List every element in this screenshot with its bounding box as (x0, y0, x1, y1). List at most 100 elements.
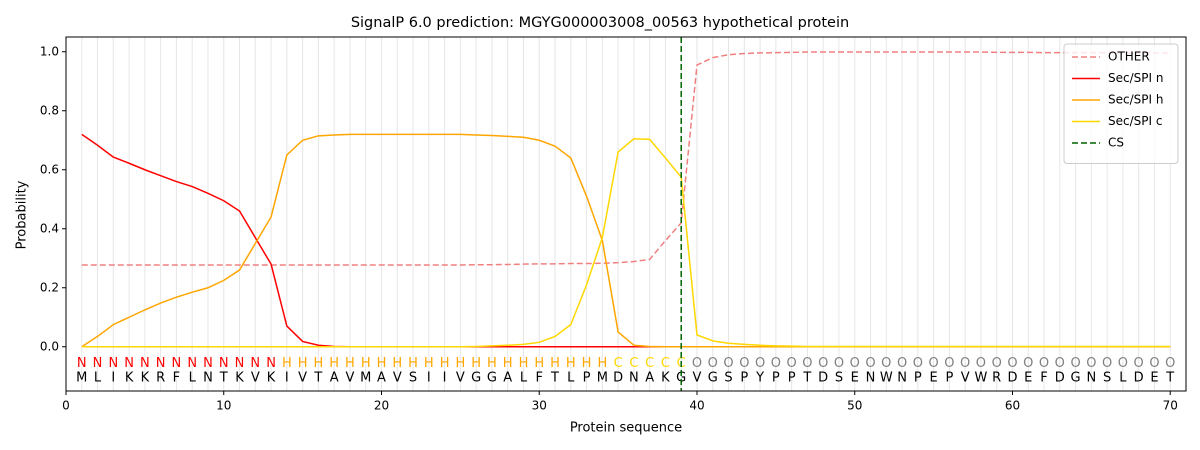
sequence-letter: S (835, 370, 843, 385)
region-label: O (1039, 356, 1049, 371)
sequence-letter: I (427, 370, 431, 385)
sequence-letter: S (724, 370, 732, 385)
sequence-letter: K (661, 370, 670, 385)
sequence-letter: T (550, 370, 559, 385)
y-tick-label: 0.8 (40, 103, 59, 117)
sequence-letter: P (945, 370, 953, 385)
region-label: H (440, 356, 450, 371)
region-label: O (1118, 356, 1128, 371)
region-label: N (266, 356, 276, 371)
region-label: N (156, 356, 166, 371)
sequence-letter: L (520, 370, 528, 385)
region-label: O (992, 356, 1002, 371)
region-label: N (140, 356, 150, 371)
region-label: O (1086, 356, 1096, 371)
sequence-letter: P (914, 370, 922, 385)
sequence-letter: F (1040, 370, 1047, 385)
sequence-letter: N (866, 370, 876, 385)
region-label: O (1023, 356, 1033, 371)
plot-frame (65, 36, 1187, 392)
series-line (81, 138, 1171, 348)
region-label: H (282, 356, 292, 371)
region-label: H (471, 356, 481, 371)
sequence-letter: N (897, 370, 907, 385)
sequence-letter: E (929, 370, 937, 385)
sequence-letter: W (974, 370, 987, 385)
sequence-letter: K (125, 370, 134, 385)
region-label: O (1070, 356, 1080, 371)
region-label: H (298, 356, 308, 371)
sequence-letter: G (471, 370, 481, 385)
region-label: O (739, 356, 749, 371)
region-label: H (314, 356, 324, 371)
region-label: C (629, 356, 638, 371)
sequence-letter: D (1007, 370, 1017, 385)
legend-label: Sec/SPI n (1108, 71, 1163, 85)
region-label: N (77, 356, 87, 371)
sequence-letter: G (487, 370, 497, 385)
region-label: C (645, 356, 654, 371)
sequence-letter: W (880, 370, 893, 385)
region-label: O (787, 356, 797, 371)
region-label: O (755, 356, 765, 371)
region-label: H (424, 356, 434, 371)
sequence-letter: V (393, 370, 402, 385)
x-axis-label: Protein sequence (570, 421, 682, 436)
region-label: O (1102, 356, 1112, 371)
sequence-letter: V (251, 370, 260, 385)
y-tick-label: 0.6 (40, 162, 59, 176)
region-label: H (550, 356, 560, 371)
region-label: N (250, 356, 260, 371)
sequence-letter: P (583, 370, 591, 385)
y-tick-label: 0.4 (40, 221, 59, 235)
region-label: H (582, 356, 592, 371)
region-label: N (93, 356, 103, 371)
sequence-letter: G (708, 370, 718, 385)
x-tick-label: 0 (62, 399, 70, 413)
region-label: H (377, 356, 387, 371)
sequence-letter: N (1086, 370, 1096, 385)
sequence-letter: D (1134, 370, 1144, 385)
sequence-letter: M (597, 370, 608, 385)
x-tick-label: 60 (1005, 399, 1020, 413)
region-label: H (345, 356, 355, 371)
sequence-letter: L (189, 370, 197, 385)
sequence-letter: F (535, 370, 542, 385)
region-label: O (708, 356, 718, 371)
region-label: H (503, 356, 513, 371)
sequence-letter: P (772, 370, 780, 385)
region-label: H (597, 356, 607, 371)
x-tick-label: 20 (374, 399, 389, 413)
sequence-letter: P (788, 370, 796, 385)
x-tick-label: 30 (532, 399, 547, 413)
sequence-letter: E (1150, 370, 1158, 385)
region-label: O (818, 356, 828, 371)
sequence-letter: A (503, 370, 512, 385)
y-tick-label: 0.2 (40, 280, 59, 294)
region-label: H (455, 356, 465, 371)
region-label: O (865, 356, 875, 371)
sequence-letter: G (676, 370, 686, 385)
x-tick-label: 50 (847, 399, 862, 413)
region-label: O (834, 356, 844, 371)
region-label: H (566, 356, 576, 371)
sequence-letter: T (1165, 370, 1174, 385)
sequence-letter: A (645, 370, 654, 385)
region-label: C (661, 356, 670, 371)
sequence-letter: N (629, 370, 639, 385)
region-label: H (329, 356, 339, 371)
sequence-letter: N (203, 370, 213, 385)
region-label: H (392, 356, 402, 371)
sequence-letter: A (377, 370, 386, 385)
region-label: O (928, 356, 938, 371)
sequence-letter: K (235, 370, 244, 385)
region-label: N (172, 356, 182, 371)
legend-label: Sec/SPI h (1108, 93, 1163, 107)
region-label: O (723, 356, 733, 371)
sequence-letter: L (567, 370, 575, 385)
region-label: N (219, 356, 229, 371)
series-line (81, 51, 1171, 266)
chart-title: SignalP 6.0 prediction: MGYG000003008_00… (351, 15, 849, 31)
series-line (81, 133, 1171, 348)
